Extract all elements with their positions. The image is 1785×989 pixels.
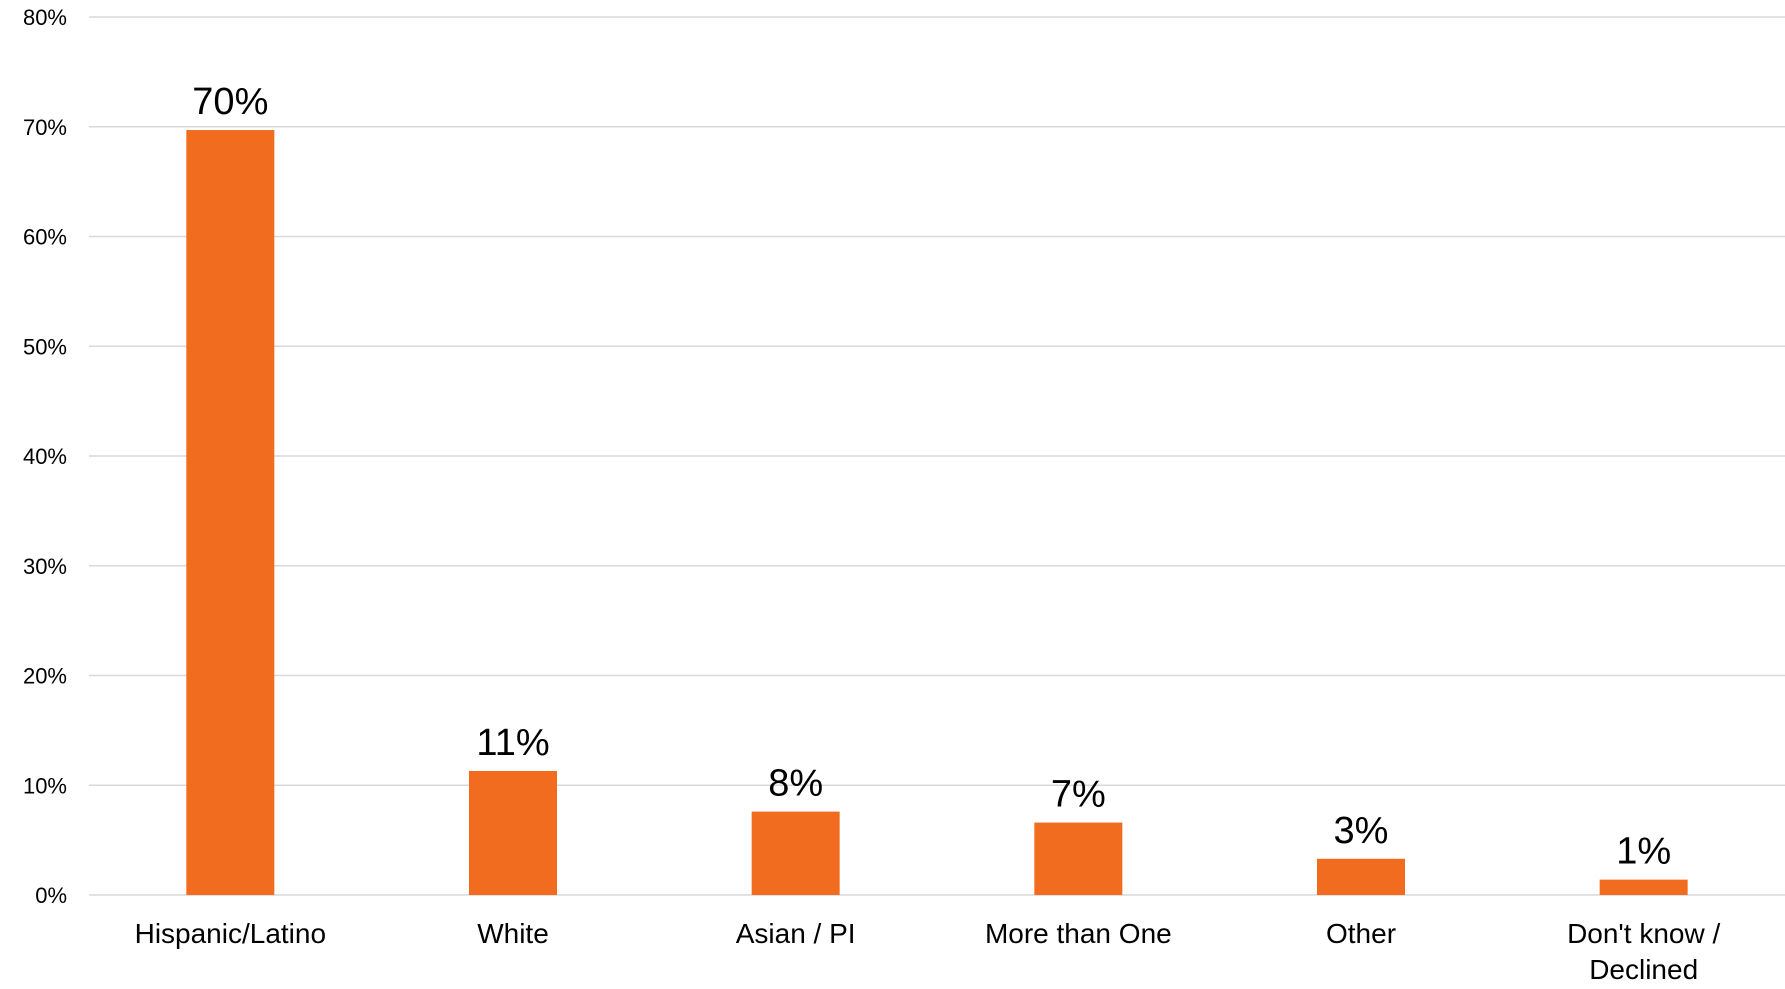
bars [186, 130, 1688, 896]
y-tick-label: 30% [23, 554, 67, 579]
bar [469, 770, 557, 895]
bar [1599, 879, 1688, 895]
y-tick-label: 50% [23, 334, 67, 359]
y-tick-label: 20% [23, 664, 67, 689]
x-tick-label-line: Other [1326, 918, 1396, 949]
y-tick-label: 40% [23, 444, 67, 469]
y-tick-label: 60% [23, 225, 67, 250]
x-tick-label-line: Hispanic/Latino [135, 918, 326, 949]
x-tick-label: White [477, 918, 549, 949]
y-axis-tick-labels: 0% 10% 20% 30% 40% 50% 60% 70% 80% [23, 5, 67, 908]
x-tick-label-line: Asian / PI [736, 918, 856, 949]
data-label: 7% [1051, 774, 1106, 816]
x-tick-label: More than One [985, 918, 1172, 949]
bar [1317, 858, 1405, 895]
bar [186, 130, 275, 896]
data-label: 70% [192, 81, 268, 123]
x-tick-label-line: Declined [1589, 954, 1698, 984]
y-tick-label: 10% [23, 773, 67, 798]
data-label: 8% [768, 763, 823, 805]
data-label: 11% [476, 722, 549, 764]
x-tick-label: Asian / PI [736, 918, 856, 949]
x-axis-tick-labels: Hispanic/Latino White Asian / PI More than … [135, 918, 1721, 985]
x-tick-label-line: White [477, 918, 549, 949]
x-tick-label-line: Don't know / [1567, 918, 1720, 949]
y-tick-label: 80% [23, 5, 67, 30]
y-tick-label: 0% [35, 883, 67, 908]
bar [751, 811, 840, 895]
data-labels: 70% 11% 8% 7% 3% 1% [192, 81, 1671, 873]
bar [1034, 822, 1123, 895]
data-label: 3% [1334, 810, 1389, 852]
x-tick-label-line: More than One [985, 918, 1172, 949]
x-tick-label: Hispanic/Latino [135, 918, 326, 949]
data-label: 1% [1616, 831, 1671, 873]
x-tick-label: Don't know / Declined [1567, 918, 1720, 984]
x-tick-label: Other [1326, 918, 1396, 949]
y-tick-label: 70% [23, 115, 67, 140]
gridlines [89, 16, 1785, 896]
